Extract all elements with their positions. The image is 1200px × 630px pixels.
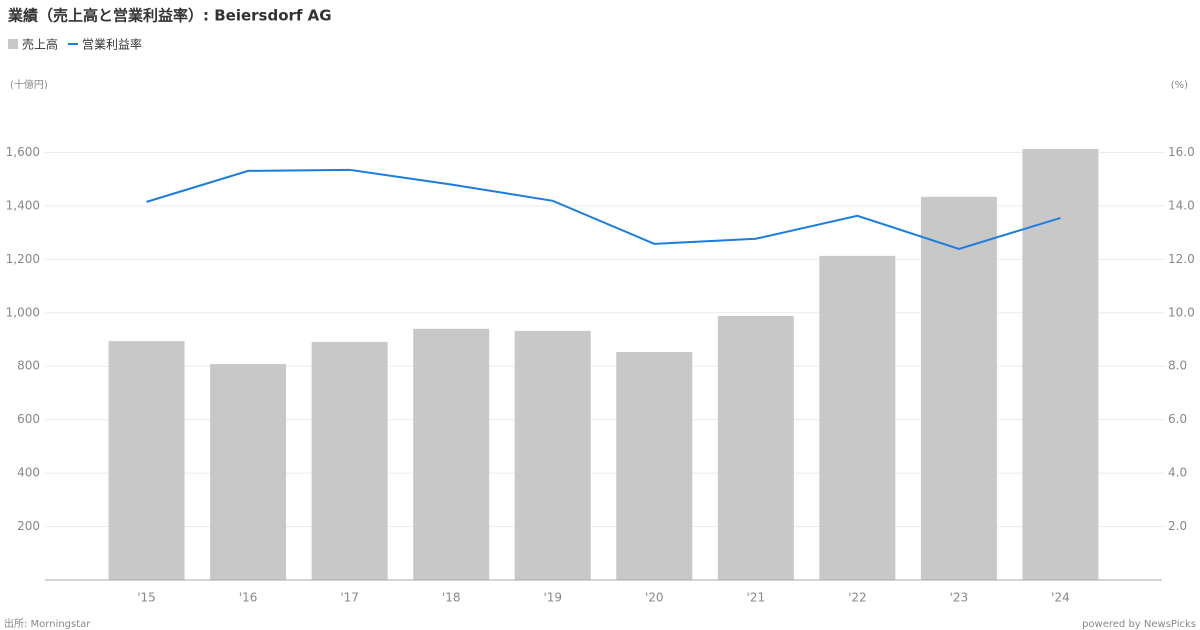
x-tick-label: '17 — [340, 591, 359, 605]
y-tick-label: 1,600 — [6, 145, 40, 159]
bar — [413, 328, 490, 580]
y2-tick-label: 12.0 — [1168, 252, 1195, 266]
credit: powered by NewsPicks — [1082, 619, 1196, 630]
y-tick-label: 1,200 — [6, 252, 40, 266]
bar — [210, 364, 287, 580]
y2-tick-label: 4.0 — [1168, 466, 1187, 480]
legend-label: 売上高 — [22, 37, 58, 52]
y2-tick-label: 6.0 — [1168, 412, 1187, 426]
legend-swatch — [8, 39, 18, 49]
y2-tick-label: 10.0 — [1168, 305, 1195, 319]
y-tick-label: 1,000 — [6, 305, 40, 319]
y2-tick-label: 8.0 — [1168, 359, 1187, 373]
x-tick-label: '24 — [1051, 591, 1070, 605]
y-axis-label: (十億円) — [10, 78, 48, 91]
x-tick-label: '15 — [137, 591, 156, 605]
bar — [514, 330, 591, 580]
bar — [108, 341, 185, 580]
chart-title: 業績（売上高と営業利益率）: Beiersdorf AG — [7, 7, 332, 25]
bar — [1022, 148, 1099, 580]
y2-tick-label: 2.0 — [1168, 519, 1187, 533]
y-tick-label: 600 — [17, 412, 40, 426]
x-tick-label: '16 — [239, 591, 258, 605]
legend-label: 営業利益率 — [82, 37, 142, 52]
source: 出所: Morningstar — [4, 617, 91, 630]
x-tick-label: '18 — [442, 591, 461, 605]
x-tick-label: '21 — [747, 591, 766, 605]
x-tick-label: '22 — [848, 591, 867, 605]
y-tick-label: 1,400 — [6, 198, 40, 212]
x-tick-label: '23 — [950, 591, 969, 605]
bar — [920, 196, 997, 580]
y2-tick-label: 14.0 — [1168, 198, 1195, 212]
y2-axis-label: (%) — [1171, 80, 1188, 91]
x-tick-label: '19 — [543, 591, 562, 605]
y-tick-label: 200 — [17, 519, 40, 533]
x-tick-label: '20 — [645, 591, 664, 605]
y-tick-label: 800 — [17, 359, 40, 373]
bar — [819, 255, 896, 581]
y2-tick-label: 16.0 — [1168, 145, 1195, 159]
y-tick-label: 400 — [17, 466, 40, 480]
bar — [717, 315, 794, 580]
bar — [616, 352, 693, 580]
bar — [311, 341, 388, 580]
line — [146, 168, 1061, 250]
